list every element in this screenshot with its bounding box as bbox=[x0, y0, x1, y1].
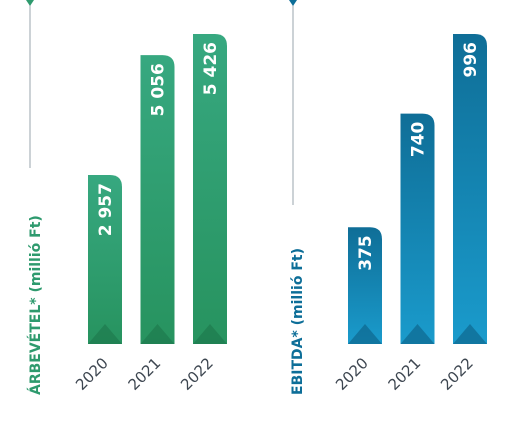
bar-value-label: 5 426 bbox=[201, 42, 221, 95]
bar-value-label: 375 bbox=[356, 235, 376, 271]
bar-2021 bbox=[400, 113, 435, 345]
ebitda-axis-label: EBITDA* (millió Ft) bbox=[290, 248, 306, 395]
bar-2020 bbox=[88, 175, 122, 344]
bar-2020 bbox=[348, 227, 382, 344]
ebitda-bars: 375 2020 740 2021 996 2022 bbox=[332, 34, 487, 394]
bar-base-triangle bbox=[453, 324, 487, 344]
bar-base-triangle bbox=[193, 324, 227, 344]
bar-base-triangle bbox=[140, 324, 175, 344]
category-label: 2022 bbox=[177, 354, 217, 394]
bar-2022 bbox=[453, 34, 487, 344]
bar-value-label: 5 056 bbox=[149, 63, 169, 116]
bar-value-label: 996 bbox=[461, 42, 481, 78]
bar-base-triangle bbox=[348, 324, 382, 344]
bar-base-triangle bbox=[88, 324, 122, 344]
ebitda-chart: EBITDA* (millió Ft) 375 2020 740 2021 996 202… bbox=[289, 0, 487, 395]
bar-value-label: 740 bbox=[409, 122, 429, 158]
revenue-axis-marker bbox=[26, 0, 34, 6]
revenue-bars: 2 957 2020 5 056 2021 5 426 2022 bbox=[72, 34, 227, 394]
bar-2021 bbox=[140, 55, 175, 344]
category-label: 2022 bbox=[437, 354, 477, 394]
revenue-chart: ÁRBEVÉTEL* (millió Ft) 2 957 2020 5 056 202… bbox=[26, 0, 227, 395]
bar-2022 bbox=[193, 34, 227, 344]
revenue-axis-label: ÁRBEVÉTEL* (millió Ft) bbox=[27, 215, 44, 395]
category-label: 2020 bbox=[332, 354, 372, 394]
bar-base-triangle bbox=[400, 324, 435, 344]
bar-value-label: 2 957 bbox=[96, 183, 116, 236]
category-label: 2021 bbox=[125, 354, 165, 394]
category-label: 2020 bbox=[72, 354, 112, 394]
ebitda-axis-marker bbox=[289, 0, 297, 6]
category-label: 2021 bbox=[385, 354, 425, 394]
